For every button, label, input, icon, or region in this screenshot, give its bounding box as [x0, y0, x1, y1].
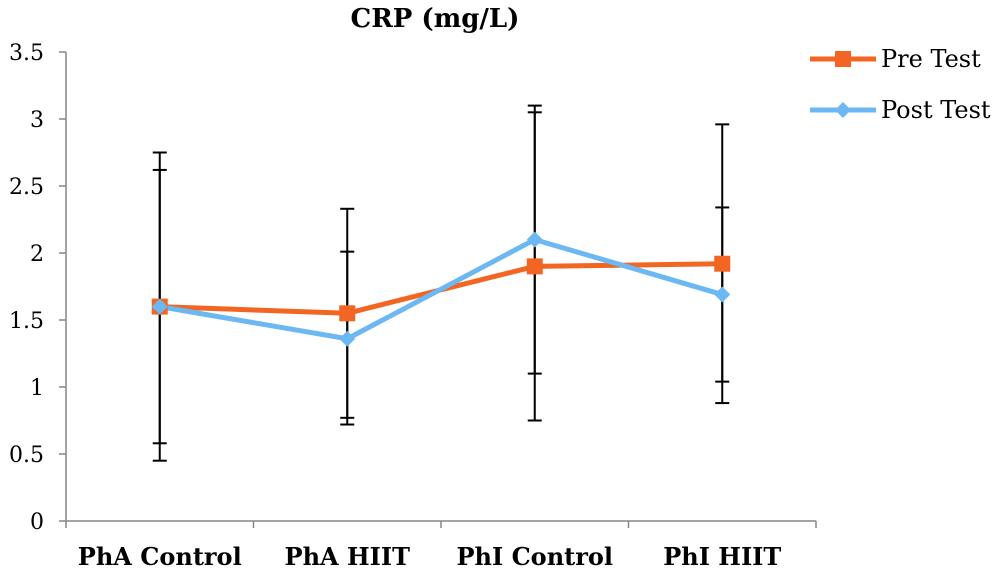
legend-label: Post Test [881, 96, 991, 124]
y-tick-label: 3.5 [9, 41, 44, 66]
series-line-post-test [159, 237, 723, 342]
series-lines [159, 237, 723, 342]
data-point [526, 231, 543, 248]
y-tick-label: 2 [30, 242, 44, 267]
y-tick-label: 0 [30, 510, 44, 535]
x-tick-label: PhA HIIT [285, 542, 411, 571]
y-tick-label: 3 [30, 108, 44, 133]
y-tick-label: 0.5 [9, 443, 44, 468]
data-point [714, 255, 731, 272]
data-point [526, 258, 543, 275]
y-tick-label: 1 [30, 376, 44, 401]
series-markers [151, 231, 731, 347]
y-tick-label: 2.5 [9, 175, 44, 200]
chart-title: CRP (mg/L) [351, 4, 520, 34]
legend-marker [835, 51, 851, 67]
x-tick-label: PhI HIIT [663, 542, 781, 571]
x-tick-label: PhA Control [78, 542, 242, 571]
data-point [339, 330, 356, 347]
data-point [339, 305, 356, 322]
data-point [714, 286, 731, 303]
error-bars [152, 104, 730, 462]
data-point [151, 298, 168, 315]
y-tick-label: 1.5 [9, 309, 44, 334]
axes: 0 0.5 1 1.5 2 2.5 3 3.5 PhA Control PhA HIIT PhI C… [9, 41, 817, 571]
legend-marker [835, 102, 851, 118]
legend: Pre Test Post Test [810, 45, 991, 124]
legend-label: Pre Test [881, 45, 981, 73]
x-tick-label: PhI Control [457, 542, 614, 571]
